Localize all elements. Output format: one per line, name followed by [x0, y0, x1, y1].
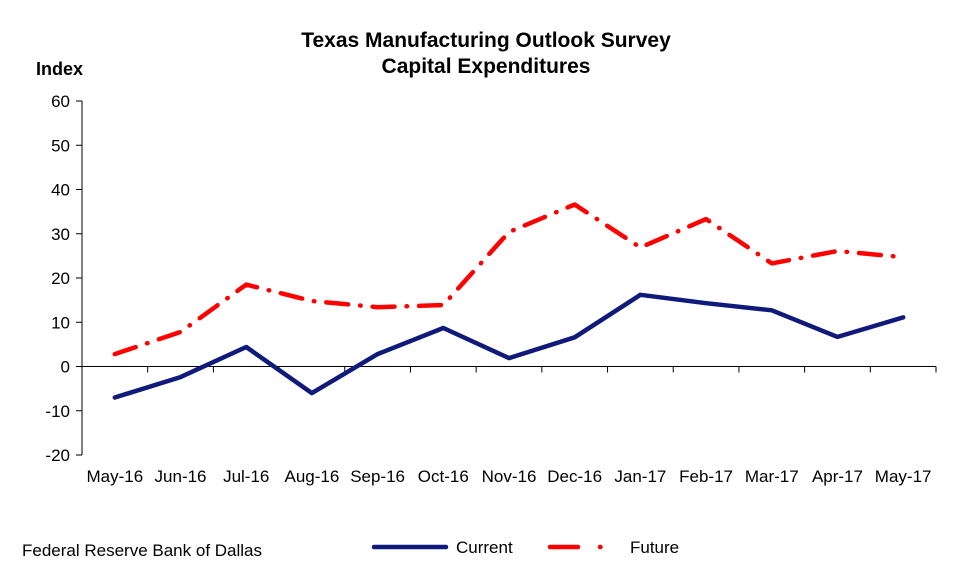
series-line-current	[112, 292, 906, 400]
y-tick-label: -10	[45, 402, 70, 421]
x-tick-label: Mar-17	[745, 467, 799, 486]
data-point-current	[574, 337, 575, 338]
data-point-current	[509, 358, 510, 359]
y-tick-label: 10	[51, 313, 70, 332]
x-tick-label: Jun-16	[155, 467, 207, 486]
x-tick-label: Jan-17	[614, 467, 666, 486]
data-point-future	[377, 307, 378, 308]
x-tick-label: Dec-16	[547, 467, 602, 486]
data-point-current	[706, 303, 707, 304]
data-point-current	[114, 397, 115, 398]
y-tick-label: 0	[61, 358, 70, 377]
legend-label-current: Current	[456, 538, 513, 557]
data-point-future	[180, 331, 181, 332]
data-point-future	[114, 354, 115, 355]
data-point-future	[509, 231, 510, 232]
chart-title: Texas Manufacturing Outlook Survey	[301, 29, 671, 52]
x-tick-label: May-16	[87, 467, 144, 486]
y-axis-label: Index	[36, 59, 84, 79]
data-point-future	[443, 304, 444, 305]
y-tick-label: 50	[51, 136, 70, 155]
data-point-current	[443, 328, 444, 329]
data-point-future	[771, 263, 772, 264]
x-tick-label: Feb-17	[679, 467, 733, 486]
data-point-current	[640, 294, 641, 295]
x-tick-label: May-17	[875, 467, 932, 486]
x-tick-label: Apr-17	[812, 467, 863, 486]
y-tick-label: -20	[45, 446, 70, 465]
data-point-current	[771, 310, 772, 311]
data-point-current	[903, 317, 904, 318]
data-point-future	[311, 301, 312, 302]
data-point-future	[640, 247, 641, 248]
data-point-future	[246, 284, 247, 285]
data-point-future	[574, 204, 575, 205]
x-tick-label: Oct-16	[418, 467, 469, 486]
y-tick-label: 20	[51, 269, 70, 288]
y-tick-label: 40	[51, 181, 70, 200]
data-point-current	[180, 377, 181, 378]
x-tick-label: Aug-16	[285, 467, 340, 486]
data-point-future	[837, 251, 838, 252]
legend-label-future: Future	[630, 538, 679, 557]
data-point-current	[311, 393, 312, 394]
data-point-future	[903, 257, 904, 258]
data-point-current	[837, 336, 838, 337]
y-tick-label: 30	[51, 225, 70, 244]
data-point-current	[377, 354, 378, 355]
x-tick-label: Jul-16	[223, 467, 269, 486]
x-tick-label: Nov-16	[482, 467, 537, 486]
source-note: Federal Reserve Bank of Dallas	[22, 541, 263, 560]
y-tick-label: 60	[51, 92, 70, 111]
data-point-current	[246, 347, 247, 348]
series-line-future	[112, 202, 906, 357]
x-tick-label: Sep-16	[350, 467, 405, 486]
data-point-future	[706, 219, 707, 220]
chart-subtitle: Capital Expenditures	[381, 55, 591, 78]
